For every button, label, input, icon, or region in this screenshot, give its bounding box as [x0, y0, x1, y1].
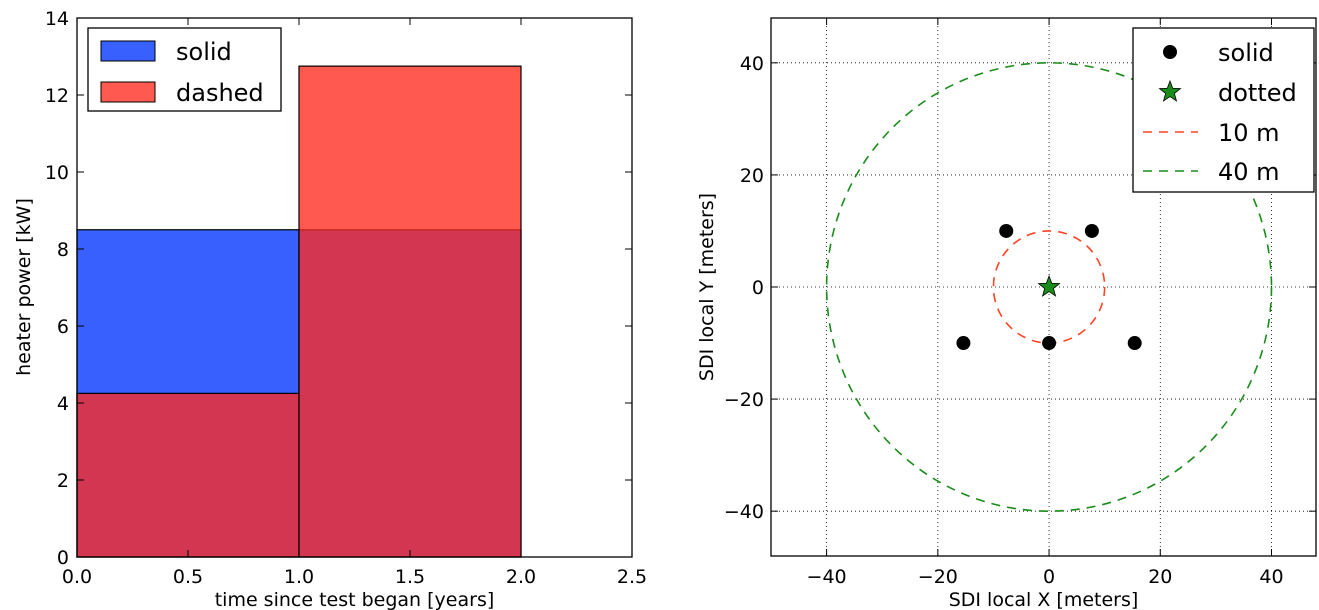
histogram-bar-dashed-0 — [76, 392, 300, 558]
histogram-x-tick-label: 0.0 — [62, 566, 92, 588]
legend-label-solid: solid — [176, 38, 232, 66]
scatter-y-tick-label: 0 — [752, 277, 764, 299]
histogram-legend: solid dashed — [87, 27, 282, 112]
scatter-point-dotted-0 — [1037, 274, 1061, 297]
scatter-point-solid-0 — [999, 223, 1014, 238]
scatter-y-tick-label: 20 — [740, 165, 764, 187]
histogram-y-tick-label: 8 — [57, 239, 69, 261]
scatter-y-tick-label: −20 — [724, 389, 764, 411]
scatter-point-solid-2 — [956, 336, 971, 351]
histogram-x-tick-label: 0.5 — [173, 566, 203, 588]
histogram-y-tick-label: 14 — [45, 8, 69, 30]
scatter-x-tick-label: 20 — [1148, 566, 1172, 588]
scatter-x-axis-label: SDI local X [meters] — [949, 589, 1139, 610]
histogram-y-tick-label: 0 — [57, 547, 69, 569]
scatter-marks — [825, 62, 1273, 512]
histogram-x-tick-label: 1.5 — [395, 566, 425, 588]
scatter-legend: solid dotted 10 m 40 m — [1132, 27, 1315, 193]
histogram-x-tick-label: 2.5 — [617, 566, 647, 588]
legend-label-40m: 40 m — [1218, 158, 1280, 186]
histogram-y-tick-label: 4 — [57, 393, 69, 415]
scatter-x-tick-label: −20 — [918, 566, 958, 588]
histogram-ticks: 0.0 0.5 1.0 1.5 2.0 2.5 0 2 4 6 8 10 12 14 — [45, 8, 647, 588]
scatter-y-tick-label: −40 — [724, 501, 764, 523]
scatter-point-solid-1 — [1084, 223, 1099, 238]
histogram-x-tick-label: 1.0 — [284, 566, 314, 588]
histogram-y-tick-label: 6 — [57, 316, 69, 338]
histogram-y-tick-label: 12 — [45, 85, 69, 107]
histogram-x-axis-label: time since test began [years] — [215, 589, 495, 610]
histogram-panel: 0.0 0.5 1.0 1.5 2.0 2.5 0 2 4 6 8 10 12 14 time since… — [13, 8, 647, 610]
histogram-x-tick-label: 2.0 — [506, 566, 536, 588]
scatter-y-tick-label: 40 — [740, 53, 764, 75]
scatter-ticks: −40 −20 0 20 40 −40 −20 0 20 40 — [724, 18, 1316, 588]
histogram-axes-frame — [76, 17, 633, 558]
histogram-bar-dashed-1 — [298, 65, 522, 558]
legend-label-dashed: dashed — [176, 79, 264, 107]
histogram-y-axis-label: heater power [kW] — [13, 198, 35, 376]
legend-marker-dotted — [1158, 79, 1182, 102]
scatter-axes-frame — [770, 17, 1317, 557]
scatter-x-tick-label: −40 — [807, 566, 847, 588]
histogram-bars — [76, 65, 522, 558]
scatter-x-tick-label: 0 — [1043, 566, 1055, 588]
scatter-circle-40m — [825, 62, 1273, 512]
legend-swatch-solid — [100, 40, 156, 62]
histogram-y-tick-label: 2 — [57, 470, 69, 492]
scatter-point-solid-4 — [1127, 336, 1142, 351]
legend-label-solid: solid — [1218, 39, 1274, 67]
scatter-panel: −40 −20 0 20 40 −40 −20 0 20 40 SDI local X [mete… — [696, 17, 1317, 610]
legend-label-10m: 10 m — [1218, 119, 1280, 147]
legend-label-dotted: dotted — [1218, 79, 1297, 107]
scatter-y-axis-label: SDI local Y [meters] — [696, 193, 718, 381]
scatter-x-tick-label: 40 — [1259, 566, 1283, 588]
scatter-legend-frame — [1132, 27, 1315, 193]
scatter-point-solid-3 — [1042, 336, 1057, 351]
histogram-y-tick-label: 10 — [45, 162, 69, 184]
legend-swatch-dashed — [100, 81, 156, 103]
legend-marker-solid — [1163, 45, 1177, 59]
